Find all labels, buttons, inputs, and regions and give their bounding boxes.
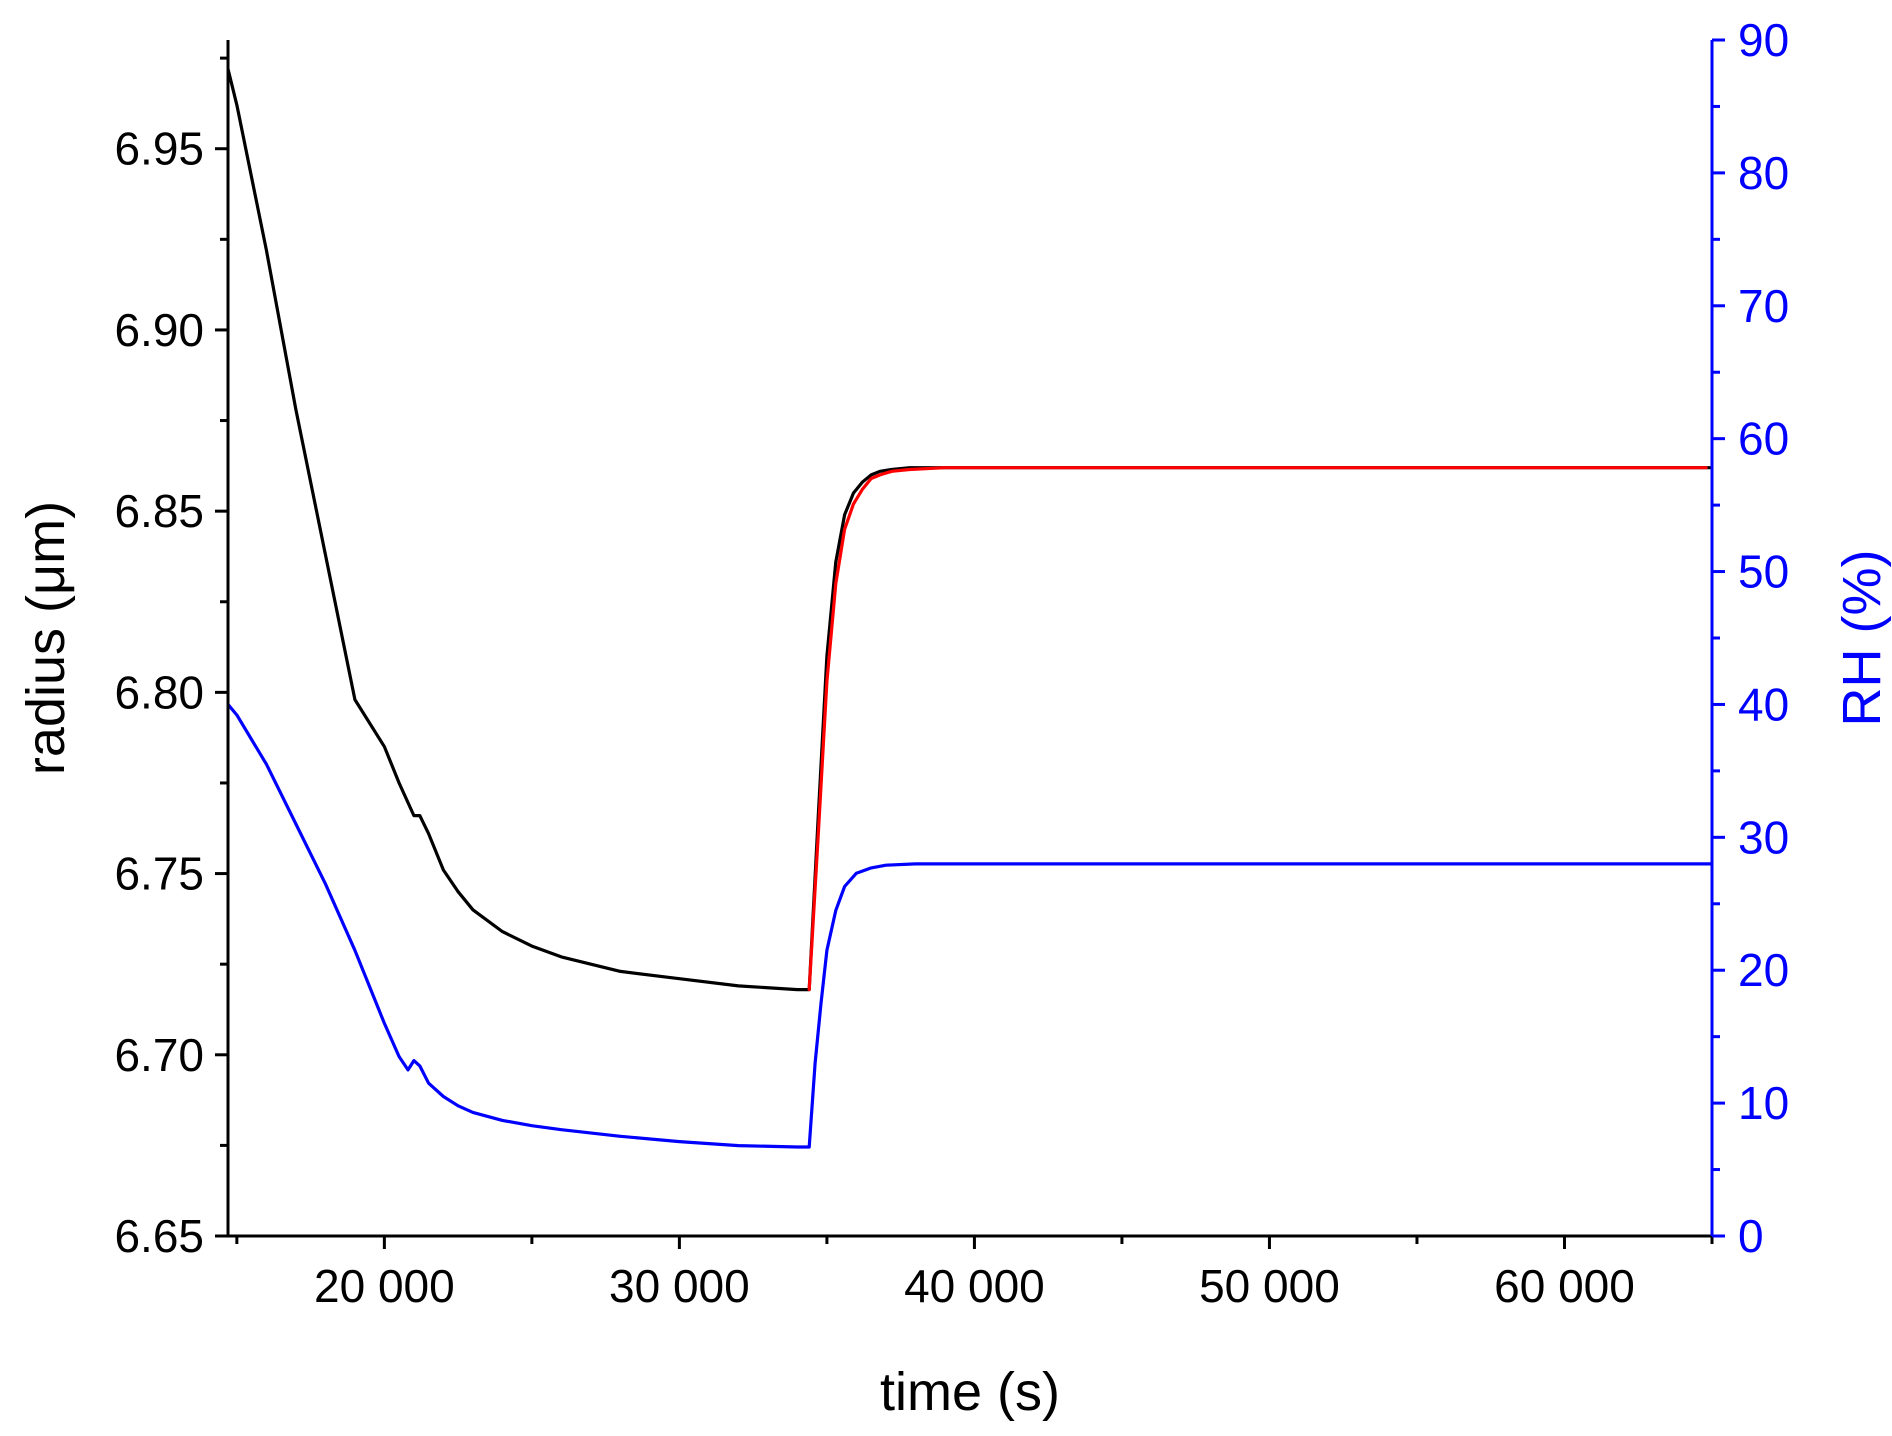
y-right-tick-label: 10 <box>1738 1077 1789 1129</box>
y-left-tick-label: 6.75 <box>114 848 204 900</box>
y-left-tick-label: 6.80 <box>114 666 204 718</box>
y-left-axis-title: radius (μm) <box>16 501 76 775</box>
y-right-tick-label: 70 <box>1738 280 1789 332</box>
series-line-3 <box>228 702 1712 1149</box>
x-tick-label: 50 000 <box>1199 1260 1340 1312</box>
series-line-1 <box>228 67 1712 992</box>
ticks-layer: 20 000 30 000 40 000 50 000 60 000 6.65 6.70 6.… <box>114 14 1789 1312</box>
x-tick-label: 40 000 <box>904 1260 1045 1312</box>
y-right-tick-label: 60 <box>1738 413 1789 465</box>
axes-layer <box>226 40 1714 1238</box>
x-tick-label: 60 000 <box>1494 1260 1635 1312</box>
y-left-tick-label: 6.70 <box>114 1029 204 1081</box>
y-right-tick-label: 50 <box>1738 546 1789 598</box>
y-left-tick-label: 6.90 <box>114 304 204 356</box>
y-left-tick-label: 6.95 <box>114 123 204 175</box>
x-axis-title: time (s) <box>880 1362 1060 1422</box>
series-line-2 <box>807 466 1708 992</box>
y-right-tick-label: 20 <box>1738 944 1789 996</box>
y-right-axis-title: RH (%) <box>1832 550 1892 727</box>
x-tick-label: 20 000 <box>314 1260 455 1312</box>
y-right-tick-label: 90 <box>1738 14 1789 66</box>
y-right-tick-label: 40 <box>1738 678 1789 730</box>
y-right-tick-label: 0 <box>1738 1210 1764 1262</box>
y-left-tick-label: 6.85 <box>114 485 204 537</box>
y-right-tick-label: 30 <box>1738 811 1789 863</box>
x-tick-label: 30 000 <box>609 1260 750 1312</box>
y-right-tick-label: 80 <box>1738 147 1789 199</box>
series-layer <box>228 67 1712 1149</box>
y-left-tick-label: 6.65 <box>114 1210 204 1262</box>
